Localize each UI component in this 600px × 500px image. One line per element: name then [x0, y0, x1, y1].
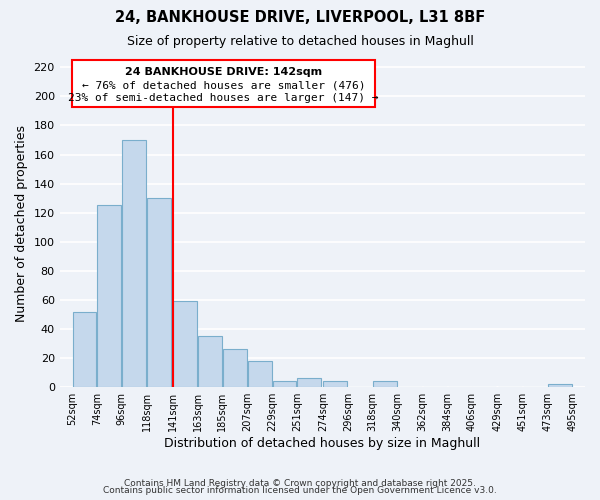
Bar [198, 336, 222, 387]
Text: ← 76% of detached houses are smaller (476): ← 76% of detached houses are smaller (47… [82, 80, 365, 90]
Bar [223, 350, 247, 387]
Bar [73, 312, 97, 387]
Y-axis label: Number of detached properties: Number of detached properties [15, 125, 28, 322]
FancyBboxPatch shape [72, 60, 375, 106]
Text: 24 BANKHOUSE DRIVE: 142sqm: 24 BANKHOUSE DRIVE: 142sqm [125, 68, 322, 78]
Bar [373, 382, 397, 387]
X-axis label: Distribution of detached houses by size in Maghull: Distribution of detached houses by size … [164, 437, 481, 450]
Bar [298, 378, 322, 387]
Bar [173, 302, 197, 387]
Text: Size of property relative to detached houses in Maghull: Size of property relative to detached ho… [127, 35, 473, 48]
Bar [97, 206, 121, 387]
Bar [548, 384, 572, 387]
Bar [122, 140, 146, 387]
Bar [147, 198, 171, 387]
Bar [323, 382, 347, 387]
Bar [272, 382, 296, 387]
Text: 23% of semi-detached houses are larger (147) →: 23% of semi-detached houses are larger (… [68, 94, 379, 104]
Text: Contains public sector information licensed under the Open Government Licence v3: Contains public sector information licen… [103, 486, 497, 495]
Text: 24, BANKHOUSE DRIVE, LIVERPOOL, L31 8BF: 24, BANKHOUSE DRIVE, LIVERPOOL, L31 8BF [115, 10, 485, 25]
Text: Contains HM Land Registry data © Crown copyright and database right 2025.: Contains HM Land Registry data © Crown c… [124, 478, 476, 488]
Bar [248, 361, 272, 387]
